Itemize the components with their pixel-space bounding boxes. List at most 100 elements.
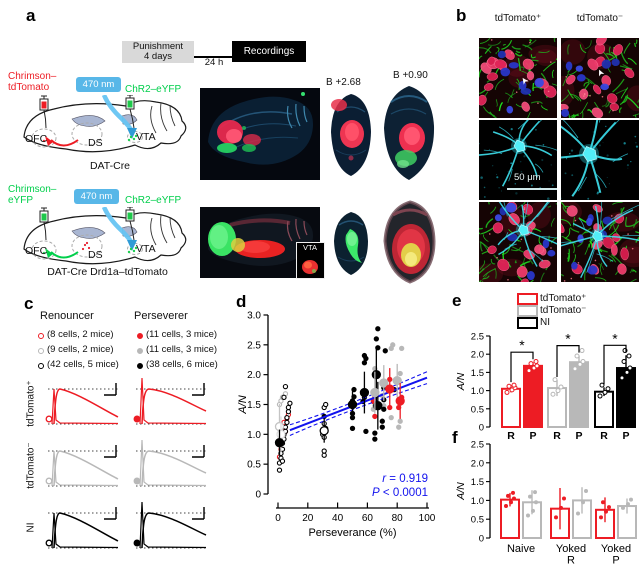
panel-f-label: f [452,428,458,447]
svg-text:P: P [575,430,582,442]
svg-text:1.5: 1.5 [247,400,261,411]
bar-chart-an-by-celltype: 0 0.5 1.0 1.5 2.0 2.5 A/N R P * R P * R P * [456,330,636,442]
svg-text:*: * [612,330,618,346]
section-label-b268: B +2.68 [326,77,361,88]
vta-inset-label: VTA [302,243,318,252]
svg-text:*: * [519,337,525,353]
svg-text:2.5: 2.5 [471,440,484,451]
vta-inset-image [302,260,318,274]
region-label-ofc-bottom: OFC [25,245,48,257]
timeline-stage1-line1: Punishment [132,40,184,52]
svg-text:P: P [622,430,629,442]
legend-label: NI [540,317,550,328]
micrograph-tdtomato-pos-biocytin [479,120,557,200]
region-label-ds-top: DS [88,137,103,149]
svg-text:3.0: 3.0 [247,310,261,321]
svg-text:P < 0.0001: P < 0.0001 [372,487,428,499]
sagittal-fluorescence-image-1 [200,88,320,180]
legend-label: tdTomato⁻ [540,305,587,316]
timeline-punishment-box: Punishment 4 days [122,41,194,63]
svg-text:*: * [565,331,571,347]
svg-text:P: P [529,430,536,442]
light-470nm-badge-2: 470 nm [74,189,119,204]
panel-d-label: d [236,292,247,311]
trace-perseverer-tdtomato-pos [133,377,207,425]
coronal-image-green [334,212,368,275]
trace-perseverer-ni [133,501,207,549]
micrograph-tdtomato-pos-merge [479,38,557,118]
coronal-image-red-yellow [383,200,436,284]
panel-c-col2-header: Perseverer [134,310,188,322]
panel-e-label: e [452,291,462,310]
micrograph-tdtomato-neg-biocytin [561,120,639,200]
svg-text:100: 100 [419,513,436,524]
region-label-ofc-top: OFC [25,133,48,145]
legend-marker-renouncer-black [38,363,44,369]
scale-bar-line [507,188,557,190]
light-470nm-label-2: 470 nm [80,191,113,202]
trace-renouncer-tdtomato-neg [45,445,119,487]
construct-label-chr2-eyfp-bottom: ChR2–eYFP [125,195,182,206]
svg-text:0.5: 0.5 [471,404,484,415]
timeline-connector [194,56,232,58]
svg-text:0: 0 [479,534,484,545]
schematic-caption-dat-cre: DAT-Cre [89,160,131,172]
region-label-ds-bottom: DS [88,249,103,261]
panel-b-col2-header: tdTomato⁻ [576,13,624,24]
construct-label-chr2-eyfp-top: ChR2–eYFP [125,84,182,95]
construct-label-chrimson-eyfp-line1: Chrimson– [8,184,57,195]
legend-label: (11 cells, 3 mice) [146,329,218,340]
legend-marker-perseverer-red [137,333,143,339]
svg-text:0: 0 [255,490,261,501]
micrograph-tdtomato-neg-overlay [561,202,639,282]
brain-schematic-dat-cre-drd1a [23,207,187,265]
svg-text:1.0: 1.0 [471,386,484,397]
svg-text:0.5: 0.5 [247,460,261,471]
svg-text:Perseverance (%): Perseverance (%) [308,527,396,539]
trace-row-label-tdtomato-pos: tdTomato⁺ [25,380,37,427]
bar-chart-an-controls: 0 0.5 1.0 1.5 2.0 2.5 A/N Naive Yoked R Yoked P [456,440,637,567]
trace-renouncer-ni [45,507,119,549]
svg-text:40: 40 [332,513,344,524]
svg-text:0.5: 0.5 [471,515,484,526]
micrograph-tdtomato-neg-merge [561,38,639,118]
section-label-b090: B +0.90 [393,70,428,81]
legend-label: (42 cells, 5 mice) [47,359,119,370]
legend-marker-perseverer-black [137,363,143,369]
legend-marker-perseverer-gray [137,348,143,354]
trace-row-label-ni: NI [25,522,37,533]
legend-label: (8 cells, 2 mice) [47,329,114,340]
legend-label: (9 cells, 2 mice) [47,344,114,355]
construct-label-chrimson-eyfp-line2: eYFP [8,195,34,206]
legend-swatch-ni [517,317,538,329]
coronal-image-b268 [331,94,371,176]
region-label-vta-bottom: VTA [136,243,156,255]
svg-text:Naive: Naive [507,543,535,555]
trace-renouncer-tdtomato-pos [45,383,119,425]
svg-text:1.0: 1.0 [247,430,261,441]
svg-text:R: R [507,430,515,442]
trace-perseverer-tdtomato-neg [133,439,207,487]
coronal-image-b090 [384,86,435,180]
panel-a-label: a [26,6,36,25]
legend-marker-renouncer-red [38,333,44,339]
trace-row-label-tdtomato-neg: tdTomato⁻ [25,442,37,489]
construct-label-chrimson-tdtomato-line1: Chrimson– [8,71,57,82]
svg-text:2.0: 2.0 [471,350,484,361]
timeline-stage1-line2: 4 days [144,51,172,62]
legend-swatch-tdtomato-neg [517,305,538,317]
svg-text:A/N: A/N [238,395,249,414]
timeline-stage2: Recordings [243,46,295,57]
legend-label: tdTomato⁺ [540,293,587,304]
svg-text:2.5: 2.5 [247,340,261,351]
legend-label: (38 cells, 6 mice) [146,359,218,370]
light-470nm-badge: 470 nm [76,77,121,92]
scale-bar-label: 50 μm [514,172,541,183]
timeline-interval: 24 h [204,57,224,68]
timeline-recordings-box: Recordings [232,41,306,62]
svg-text:A/N: A/N [456,482,467,501]
panel-c-label: c [24,294,34,313]
